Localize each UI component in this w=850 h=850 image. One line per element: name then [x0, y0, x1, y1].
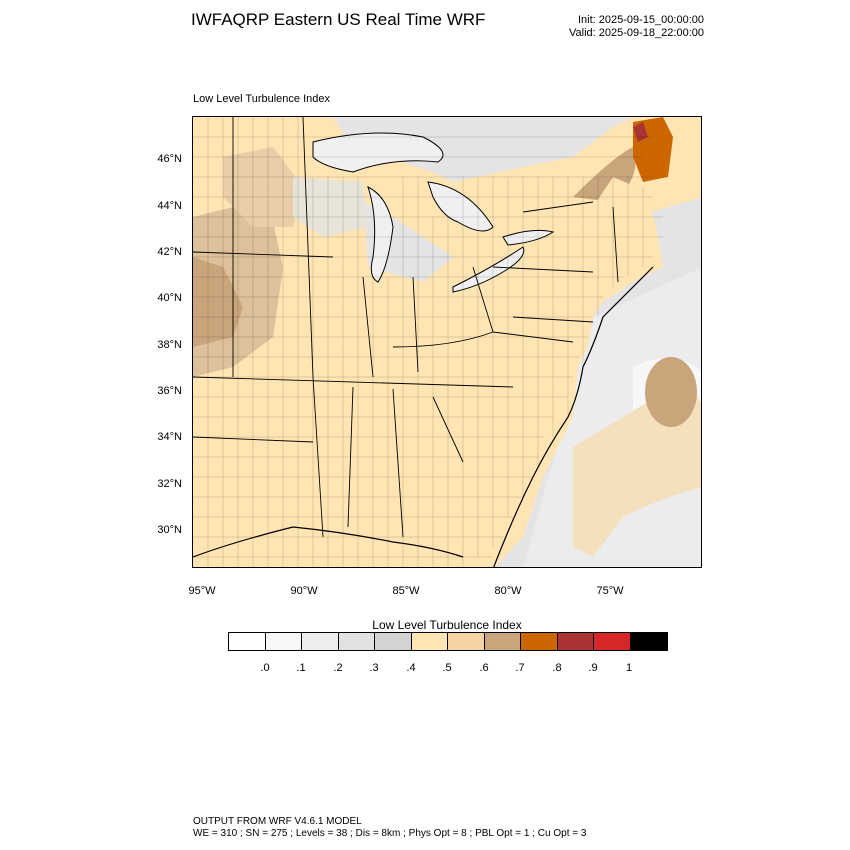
colorbar-label: .5	[442, 662, 452, 674]
lon-label-80w: 80°W	[494, 585, 522, 597]
init-time: Init: 2025-09-15_00:00:00	[578, 14, 704, 26]
footer-config-line: WE = 310 ; SN = 275 ; Levels = 38 ; Dis …	[193, 828, 587, 839]
colorbar-label: .8	[552, 662, 562, 674]
lat-label-42n: 42°N	[157, 246, 182, 258]
colorbar-swatch	[484, 633, 521, 650]
colorbar-title: Low Level Turbulence Index	[372, 618, 522, 632]
map-panel	[192, 116, 702, 568]
lon-label-90w: 90°W	[290, 585, 318, 597]
colorbar-label: .3	[369, 662, 379, 674]
offshore-tan-field	[573, 387, 701, 557]
colorbar-swatch	[521, 633, 558, 650]
lat-label-36n: 36°N	[157, 385, 182, 397]
lat-label-30n: 30°N	[157, 524, 182, 536]
lon-label-75w: 75°W	[596, 585, 624, 597]
colorbar-swatch	[229, 633, 266, 650]
offshore-brown-patch	[645, 357, 697, 427]
colorbar-label: .9	[588, 662, 598, 674]
valid-time: Valid: 2025-09-18_22:00:00	[569, 27, 704, 39]
lon-label-85w: 85°W	[392, 585, 420, 597]
lat-label-40n: 40°N	[157, 292, 182, 304]
turbulence-map	[193, 117, 701, 567]
lake-superior	[312, 132, 444, 173]
lake-michigan	[367, 186, 394, 283]
plot-subtitle: Low Level Turbulence Index	[193, 93, 330, 105]
colorbar-swatch	[557, 633, 594, 650]
lake-huron	[427, 181, 494, 232]
colorbar-label: 1	[625, 662, 633, 674]
colorbar-swatch	[265, 633, 302, 650]
lat-label-34n: 34°N	[157, 431, 182, 443]
lat-label-46n: 46°N	[157, 153, 182, 165]
colorbar-swatch	[448, 633, 485, 650]
colorbar-swatch	[630, 633, 667, 650]
colorbar-label: .6	[479, 662, 489, 674]
county-lines	[193, 117, 663, 567]
gulf-coastline	[193, 526, 464, 558]
colorbar-swatch	[375, 633, 412, 650]
lat-label-32n: 32°N	[157, 478, 182, 490]
lake-erie	[452, 246, 525, 293]
colorbar-label: .2	[333, 662, 343, 674]
colorbar-label: .4	[406, 662, 416, 674]
colorbar-label: .0	[260, 662, 270, 674]
atlantic-coastline	[493, 266, 654, 567]
wisconsin-light-field	[293, 177, 368, 237]
colorbar-label: .7	[515, 662, 525, 674]
colorbar	[228, 632, 668, 651]
lat-label-38n: 38°N	[157, 339, 182, 351]
colorbar-label: .1	[296, 662, 306, 674]
colorbar-swatch	[594, 633, 631, 650]
colorbar-swatch	[338, 633, 375, 650]
colorbar-swatch	[302, 633, 339, 650]
lat-label-44n: 44°N	[157, 200, 182, 212]
plains-darker-brown	[193, 257, 243, 347]
lon-label-95w: 95°W	[188, 585, 216, 597]
footer-model-line: OUTPUT FROM WRF V4.6.1 MODEL	[193, 816, 362, 827]
colorbar-swatch	[411, 633, 448, 650]
map-title: IWFAQRP Eastern US Real Time WRF	[191, 10, 486, 29]
